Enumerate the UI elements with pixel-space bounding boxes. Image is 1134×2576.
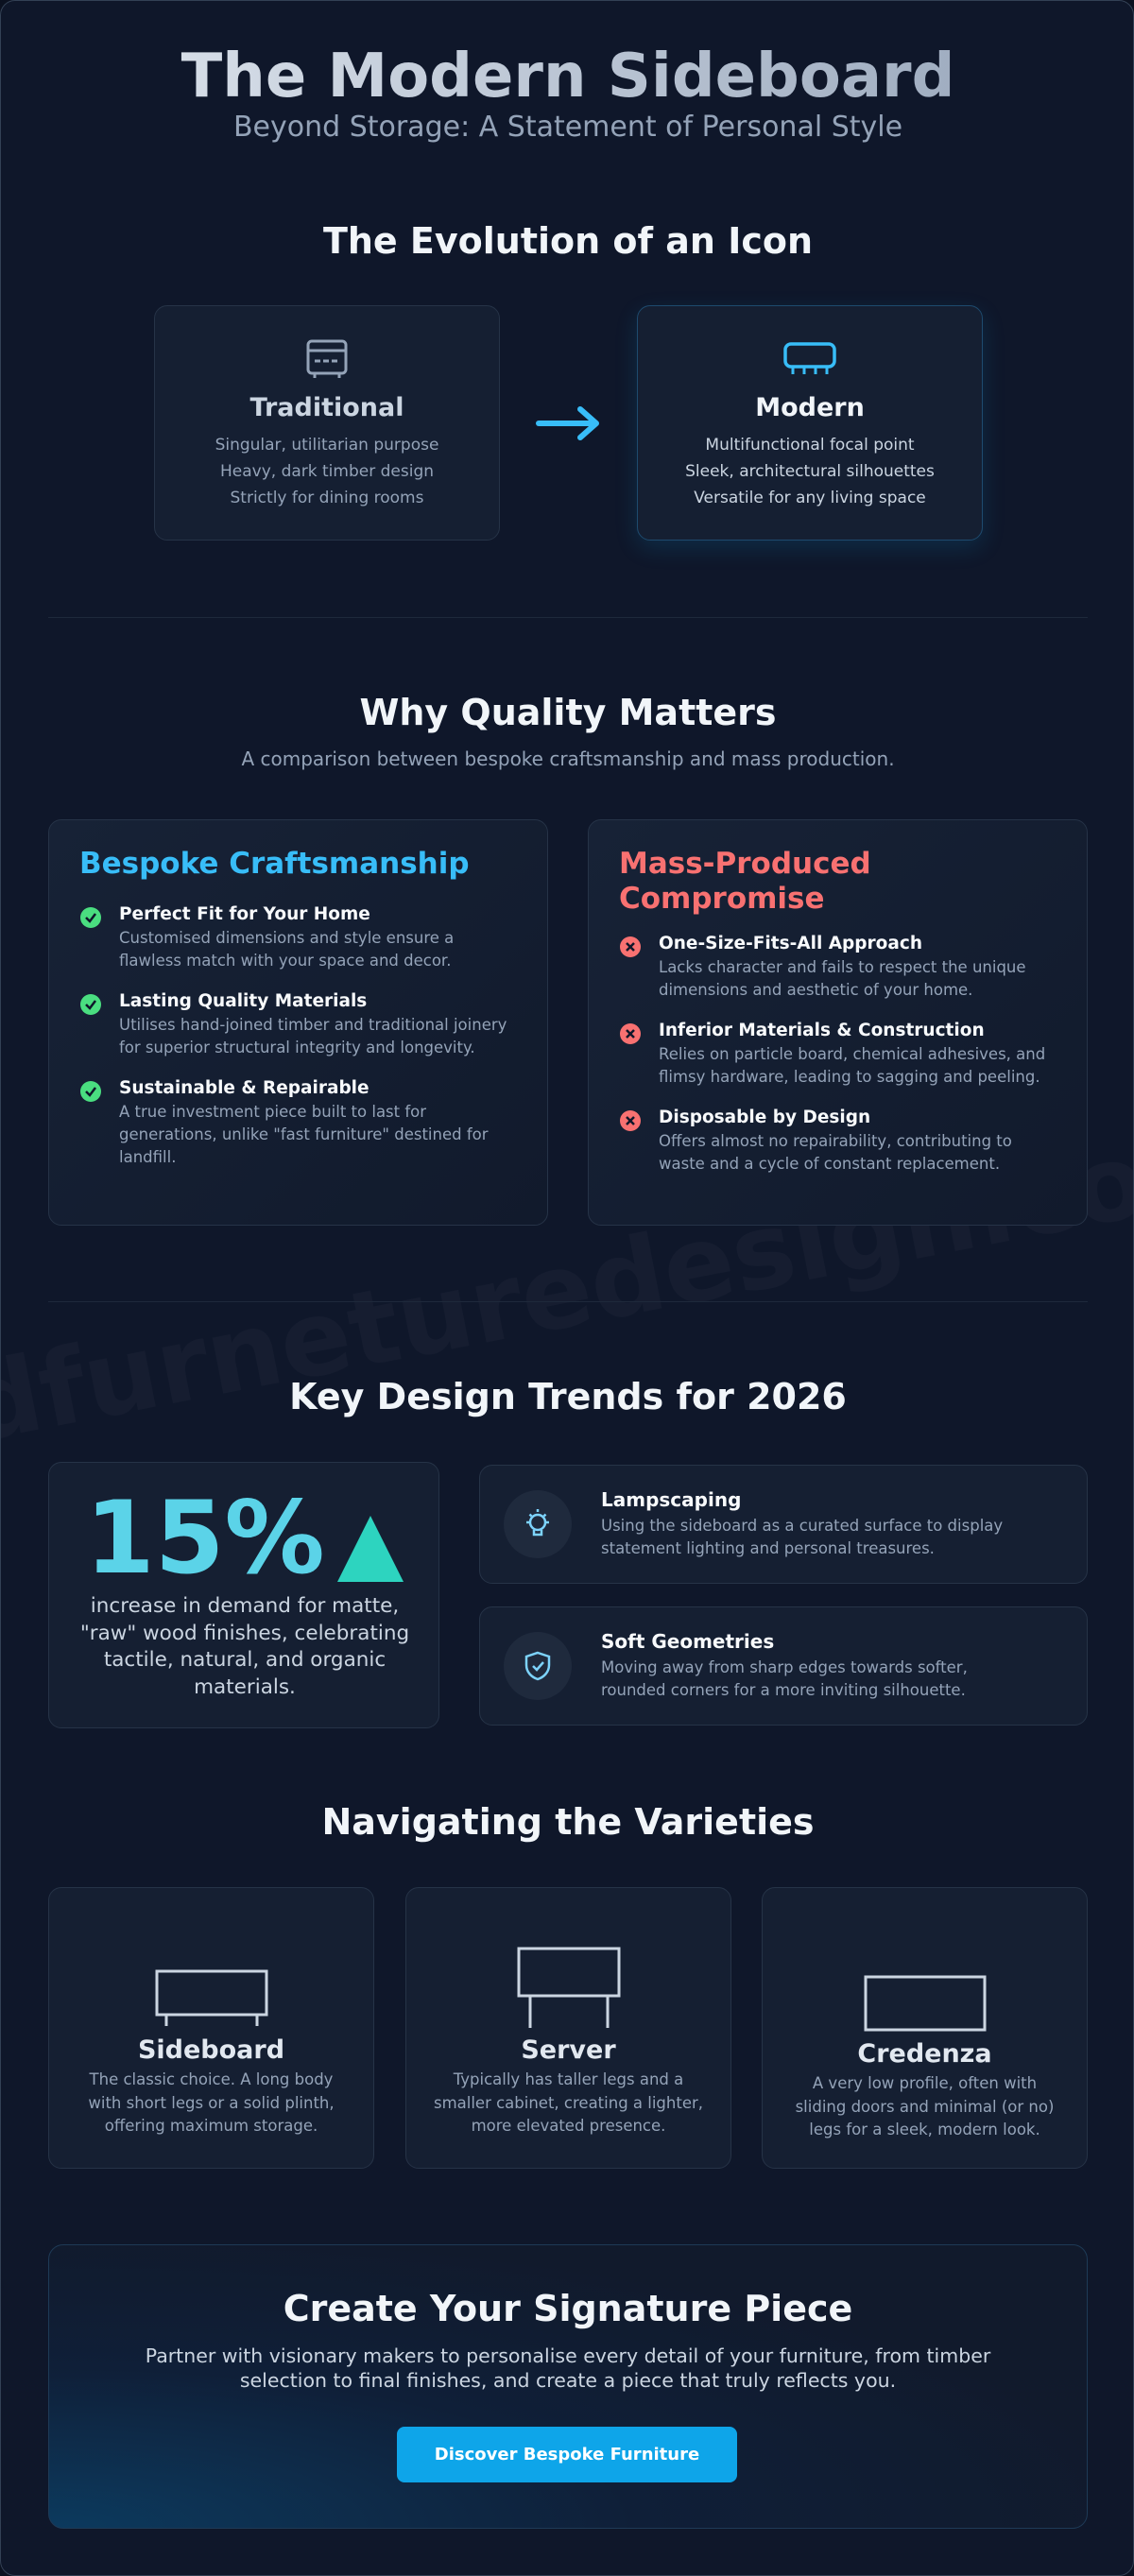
bulb-icon [504, 1490, 572, 1558]
modern-icon [783, 342, 836, 374]
cta-title: Create Your Signature Piece [283, 2288, 853, 2329]
variety-name: Server [521, 2035, 616, 2065]
variety-card: Sideboard The classic choice. A long bod… [48, 1887, 374, 2169]
item-title: Perfect Fit for Your Home [119, 904, 370, 924]
variety-card: Server Typically has taller legs and a s… [405, 1887, 731, 2169]
comparison-card: Mass-Produced Compromise One-Size-Fits-A… [588, 819, 1088, 1226]
check-icon [80, 994, 101, 1015]
section-title: Why Quality Matters [359, 692, 777, 733]
variety-card: Credenza A very low profile, often with … [762, 1887, 1088, 2169]
card-point: Versatile for any living space [694, 489, 926, 507]
item-title: Sustainable & Repairable [119, 1078, 369, 1098]
card-title: Traditional [249, 393, 404, 422]
pro-item: Sustainable & Repairable A true investmen… [79, 1078, 517, 1169]
item-text: Lacks character and fails to respect the… [659, 958, 1026, 999]
trend-title: Soft Geometries [601, 1630, 775, 1653]
item-text: Customised dimensions and style ensure a… [119, 929, 455, 970]
con-item: Inferior Materials & Construction Relies … [619, 1021, 1057, 1089]
up-triangle [337, 1516, 404, 1582]
cross-icon [620, 936, 641, 957]
cta-button[interactable]: Discover Bespoke Furniture [397, 2427, 737, 2482]
variety-text: Typically has taller legs and a smaller … [433, 2070, 704, 2135]
item-title: Lasting Quality Materials [119, 991, 368, 1011]
section-title: Key Design Trends for 2026 [289, 1376, 847, 1417]
item-text: A true investment piece built to last fo… [119, 1103, 489, 1166]
variety-name: Credenza [857, 2039, 992, 2069]
item-text: Relies on particle board, chemical adhes… [659, 1045, 1046, 1086]
stat-text: increase in demand for matte, "raw" wood… [79, 1594, 410, 1699]
item-title: Disposable by Design [659, 1108, 871, 1127]
section-title: The Evolution of an Icon [322, 220, 814, 262]
shield-icon [504, 1632, 572, 1700]
item-title: Inferior Materials & Construction [659, 1021, 985, 1040]
cross-icon [620, 1110, 641, 1131]
column-title: Mass-Produced Compromise [619, 847, 871, 916]
column-title: Bespoke Craftsmanship [79, 847, 470, 881]
divider [48, 1301, 1088, 1302]
check-icon [80, 1081, 101, 1102]
trend-text: Moving away from sharp edges towards sof… [601, 1658, 968, 1699]
con-item: One-Size-Fits-All Approach Lacks characte… [619, 934, 1057, 1002]
page-title: The Modern Sideboard [1, 39, 1133, 114]
trend-card: Soft Geometries Moving away from sharp ed… [479, 1606, 1088, 1726]
pro-item: Perfect Fit for Your Home Customised dime… [79, 904, 517, 972]
variety-name: Sideboard [137, 2035, 285, 2065]
arrow [536, 406, 599, 440]
comparison-card: Bespoke Craftsmanship Perfect Fit for Yo… [48, 819, 548, 1226]
card-point: Sleek, architectural silhouettes [685, 462, 935, 481]
check-icon [80, 907, 101, 928]
cta-text: Partner with visionary makers to persona… [145, 2344, 991, 2392]
item-title: One-Size-Fits-All Approach [659, 934, 922, 953]
credenza-icon [864, 1975, 986, 2032]
evolution-card: Modern Multifunctional focal point Sleek… [637, 305, 983, 541]
section-title: Navigating the Varieties [321, 1801, 815, 1843]
con-item: Disposable by Design Offers almost no rep… [619, 1108, 1057, 1176]
pro-item: Lasting Quality Materials Utilises hand-j… [79, 991, 517, 1059]
section-subtitle: A comparison between bespoke craftsmansh… [241, 747, 895, 770]
card-point: Multifunctional focal point [705, 436, 915, 455]
stat-value: 15% [85, 1480, 325, 1596]
trend-card: Lampscaping Using the sideboard as a cura… [479, 1465, 1088, 1584]
evolution-card: Traditional Singular, utilitarian purpos… [154, 305, 500, 541]
card-point: Strictly for dining rooms [230, 489, 424, 507]
cross-icon [620, 1023, 641, 1044]
divider [48, 617, 1088, 618]
card-point: Heavy, dark timber design [219, 462, 435, 481]
card-point: Singular, utilitarian purpose [215, 436, 439, 455]
trend-text: Using the sideboard as a curated surface… [601, 1517, 1004, 1557]
page-subtitle: Beyond Storage: A Statement of Personal … [232, 111, 903, 144]
traditional-icon [306, 339, 348, 378]
card-title: Modern [755, 393, 865, 422]
server-icon [517, 1947, 620, 2028]
trend-title: Lampscaping [601, 1488, 742, 1511]
variety-text: The classic choice. A long body with sho… [88, 2070, 335, 2135]
variety-text: A very low profile, often with sliding d… [795, 2074, 1055, 2138]
item-text: Utilises hand-joined timber and traditio… [119, 1016, 507, 1056]
item-text: Offers almost no repairability, contribu… [659, 1132, 1012, 1173]
stat-card: 15% increase in demand for matte, "raw" … [48, 1462, 439, 1728]
sideboard-icon [155, 1969, 267, 2026]
